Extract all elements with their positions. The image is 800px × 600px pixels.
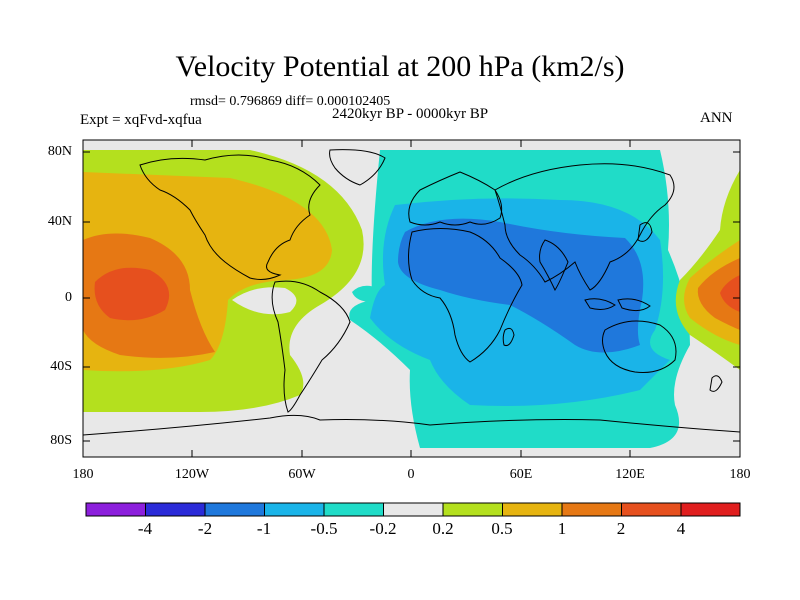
- lat-label: 80S: [50, 433, 72, 448]
- lat-ticks: [83, 151, 740, 442]
- lat-label: 0: [65, 290, 72, 305]
- colorbar-swatch: [680, 502, 741, 517]
- coast-indonesia: [584, 298, 651, 312]
- colorbar-label: -0.2: [369, 519, 397, 538]
- coast-europe: [408, 171, 503, 226]
- lat-label: 80N: [47, 144, 72, 159]
- experiment-label: Expt = xqFvd-xqfua: [80, 112, 202, 128]
- lat-label: 40N: [47, 214, 72, 229]
- period-label: 2420kyr BP - 0000kyr BP: [331, 106, 489, 122]
- colorbar-swatch: [621, 502, 682, 517]
- colorbar-label: -4: [137, 519, 153, 538]
- coast-asia: [494, 163, 675, 291]
- contour-neg-1: [398, 218, 644, 353]
- lon-label: 60W: [288, 467, 316, 482]
- contour-pos-east-1: [697, 258, 740, 330]
- season-label: ANN: [700, 110, 733, 126]
- neutral-hole-atlantic: [232, 287, 297, 315]
- colorbar-swatch: [264, 502, 325, 517]
- lon-label: 60E: [509, 467, 533, 482]
- colorbar-swatch: [561, 502, 622, 517]
- colorbar-swatch: [85, 502, 146, 517]
- lon-label: 120W: [174, 467, 210, 482]
- lon-label: 180: [72, 467, 94, 482]
- coast-north-america: [139, 154, 321, 280]
- coast-south-america: [271, 280, 351, 413]
- coast-new-zealand: [709, 375, 723, 392]
- lon-ticks: [191, 140, 631, 457]
- colorbar-swatch: [204, 502, 265, 517]
- coast-australia: [602, 320, 677, 373]
- stats-text: rmsd= 0.796869 diff= 0.000102405: [190, 94, 391, 109]
- colorbar-swatch: [323, 502, 384, 517]
- contour-pos-east-2: [720, 275, 740, 312]
- lon-label: 120E: [615, 467, 645, 482]
- coast-madagascar: [502, 327, 515, 346]
- plot-title: Velocity Potential at 200 hPa (km2/s): [175, 50, 625, 83]
- colorbar-swatch: [145, 502, 206, 517]
- contour-pos-2: [94, 267, 170, 321]
- colorbar-label: 1: [557, 519, 567, 538]
- colorbar: [85, 502, 741, 517]
- colorbar-swatch: [502, 502, 563, 517]
- coast-japan: [637, 222, 653, 242]
- colorbar-label: -2: [197, 519, 213, 538]
- colorbar-swatch: [442, 502, 503, 517]
- coast-antarctica: [83, 414, 740, 436]
- colorbar-label: -0.5: [310, 519, 338, 538]
- colorbar-label: 2: [616, 519, 626, 538]
- lon-label: 0: [407, 467, 415, 482]
- colorbar-label: 4: [676, 519, 686, 538]
- map-field: [83, 140, 740, 457]
- lon-label: 180: [729, 467, 751, 482]
- lat-label: 40S: [50, 359, 72, 374]
- coastlines: [83, 149, 740, 436]
- colorbar-label: 0.2: [432, 519, 454, 538]
- colorbar-label: 0.5: [491, 519, 513, 538]
- colorbar-label: -1: [256, 519, 272, 538]
- contour-neg-0.2-island: [352, 285, 380, 302]
- coast-greenland: [329, 149, 386, 186]
- coast-india: [539, 239, 569, 292]
- coast-africa: [408, 228, 523, 363]
- colorbar-swatch: [383, 502, 444, 517]
